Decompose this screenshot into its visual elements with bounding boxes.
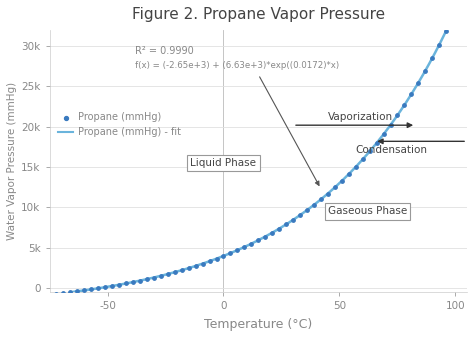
Propane (mmHg) (303, 208, 311, 213)
Propane (mmHg) (352, 164, 359, 170)
Propane (mmHg) (262, 234, 269, 239)
Propane (mmHg) (255, 238, 262, 243)
Propane (mmHg) (401, 102, 408, 107)
Line: Propane (mmHg) - fit: Propane (mmHg) - fit (73, 6, 458, 292)
Propane (mmHg) (150, 275, 158, 280)
Text: Condensation: Condensation (356, 145, 428, 155)
Propane (mmHg) - fit (135, 279, 141, 283)
Propane (mmHg) (88, 287, 95, 292)
Propane (mmHg) (227, 250, 234, 256)
Propane (mmHg) (380, 131, 387, 137)
Propane (mmHg) (345, 171, 353, 177)
Propane (mmHg) (234, 247, 241, 253)
Propane (mmHg) (338, 178, 346, 184)
Title: Figure 2. Propane Vapor Pressure: Figure 2. Propane Vapor Pressure (132, 7, 385, 22)
Propane (mmHg) (421, 68, 429, 73)
Propane (mmHg) (394, 113, 401, 118)
Propane (mmHg) (46, 292, 53, 297)
Propane (mmHg) (67, 290, 74, 295)
Propane (mmHg) - fit (336, 182, 342, 186)
Propane (mmHg) - fit (70, 290, 75, 294)
Propane (mmHg) - fit (440, 35, 446, 39)
Propane (mmHg) (247, 241, 255, 246)
Propane (mmHg) (289, 217, 297, 222)
Propane (mmHg) (436, 42, 443, 47)
Legend: Propane (mmHg), Propane (mmHg) - fit: Propane (mmHg), Propane (mmHg) - fit (55, 108, 184, 141)
Propane (mmHg) (109, 283, 116, 289)
Propane (mmHg) (373, 140, 380, 146)
Propane (mmHg) (310, 202, 318, 208)
Propane (mmHg) (178, 267, 185, 273)
Propane (mmHg) (296, 212, 304, 218)
Propane (mmHg) (129, 280, 137, 285)
Propane (mmHg) (122, 281, 130, 286)
Propane (mmHg) (213, 256, 220, 261)
Propane (mmHg) (73, 289, 81, 294)
Y-axis label: Water Vapor Pressure (mmHg): Water Vapor Pressure (mmHg) (7, 82, 17, 240)
Propane (mmHg) - fit (152, 275, 158, 279)
Propane (mmHg) (331, 185, 338, 190)
Propane (mmHg) (359, 157, 366, 162)
X-axis label: Temperature (°C): Temperature (°C) (204, 318, 312, 331)
Propane (mmHg) (185, 265, 192, 271)
Propane (mmHg) (366, 149, 374, 154)
Propane (mmHg) (219, 253, 227, 259)
Propane (mmHg) (387, 122, 394, 128)
Propane (mmHg) (324, 191, 332, 196)
Propane (mmHg) - fit (94, 287, 100, 291)
Text: f(x) = (-2.65e+3) + (6.63e+3)*exp((0.0172)*x): f(x) = (-2.65e+3) + (6.63e+3)*exp((0.017… (136, 61, 339, 70)
Propane (mmHg) (81, 288, 88, 293)
Propane (mmHg) (164, 271, 172, 277)
Propane (mmHg) (317, 197, 325, 202)
Propane (mmHg) (101, 285, 109, 290)
Propane (mmHg) (268, 230, 276, 235)
Propane (mmHg) (449, 13, 457, 19)
Propane (mmHg) (408, 91, 415, 97)
Propane (mmHg) (241, 244, 248, 250)
Propane (mmHg) (442, 28, 450, 33)
Propane (mmHg) (283, 222, 290, 227)
Text: Gaseous Phase: Gaseous Phase (328, 207, 407, 216)
Propane (mmHg) (157, 273, 164, 279)
Propane (mmHg) (206, 259, 213, 264)
Propane (mmHg) (275, 226, 283, 231)
Propane (mmHg) (428, 55, 436, 61)
Propane (mmHg) (115, 282, 123, 288)
Propane (mmHg) (143, 276, 151, 282)
Text: Liquid Phase: Liquid Phase (191, 158, 256, 168)
Text: R² = 0.9990: R² = 0.9990 (136, 46, 194, 56)
Propane (mmHg) (60, 290, 67, 296)
Propane (mmHg) (136, 278, 144, 283)
Propane (mmHg) (94, 286, 102, 291)
Propane (mmHg) (415, 80, 422, 86)
Propane (mmHg) (171, 269, 179, 275)
Propane (mmHg) - fit (455, 4, 461, 8)
Propane (mmHg) (199, 261, 206, 266)
Text: Vaporization: Vaporization (328, 112, 393, 122)
Propane (mmHg) - fit (260, 236, 266, 240)
Propane (mmHg) (53, 291, 60, 297)
Propane (mmHg) (192, 263, 200, 269)
